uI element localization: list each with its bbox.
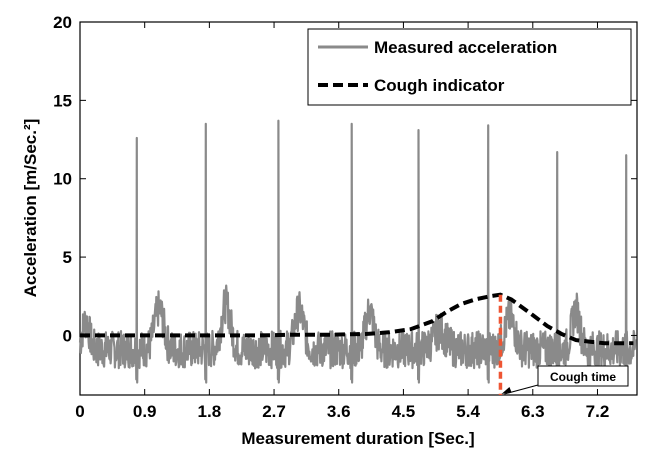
x-tick-label: 2.7 bbox=[262, 402, 286, 421]
x-tick-label: 1.8 bbox=[198, 402, 222, 421]
legend-box bbox=[307, 28, 632, 106]
cough-indicator-layer bbox=[80, 292, 634, 346]
y-tick-label: 15 bbox=[53, 91, 72, 110]
x-tick-label: 0 bbox=[75, 402, 84, 421]
y-axis-label: Acceleration [m/Sec.²] bbox=[21, 119, 40, 298]
x-tick-label: 6.3 bbox=[521, 402, 545, 421]
annotation-layer: Cough time bbox=[498, 294, 629, 395]
legend-label-cough: Cough indicator bbox=[374, 76, 505, 95]
legend-label-measured: Measured acceleration bbox=[374, 38, 557, 57]
x-tick-label: 3.6 bbox=[327, 402, 351, 421]
series-line-cough-indicator bbox=[80, 292, 634, 346]
cough-time-label: Cough time bbox=[550, 370, 616, 384]
cough-time-pointer bbox=[504, 384, 539, 395]
measured-acceleration-layer bbox=[78, 119, 637, 384]
x-tick-label: 5.4 bbox=[456, 402, 480, 421]
x-axis-label: Measurement duration [Sec.] bbox=[241, 429, 474, 448]
series-line-measured-acceleration bbox=[78, 119, 637, 384]
tick-layer: 0 0.9 1.8 2.7 3.6 4.5 5.4 6.3 7.2 0 5 10 15 20 bbox=[53, 13, 637, 421]
y-tick-label: 0 bbox=[63, 326, 72, 345]
y-tick-label: 20 bbox=[53, 13, 72, 32]
y-tick-label: 10 bbox=[53, 170, 72, 189]
legend: Measured acceleration Cough indicator bbox=[307, 28, 632, 106]
x-tick-label: 4.5 bbox=[392, 402, 416, 421]
cough-time-arrowhead bbox=[501, 387, 512, 394]
x-tick-label: 0.9 bbox=[133, 402, 157, 421]
y-tick-label: 5 bbox=[63, 248, 72, 267]
cough-time-callout bbox=[537, 365, 629, 387]
x-tick-label: 7.2 bbox=[586, 402, 610, 421]
